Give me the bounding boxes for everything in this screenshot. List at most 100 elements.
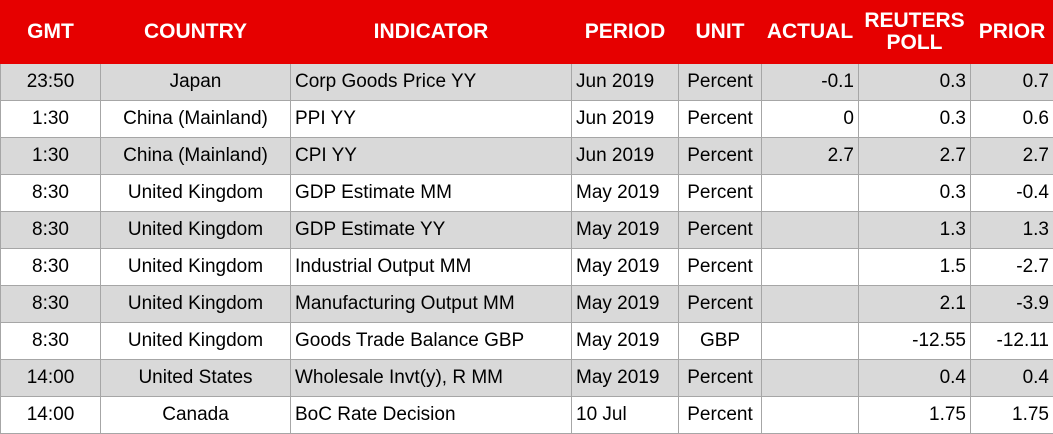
cell-reuters-poll: 1.5 [859, 249, 971, 286]
cell-country: United Kingdom [101, 175, 291, 212]
header-prior: PRIOR [971, 1, 1053, 64]
cell-reuters-poll: -12.55 [859, 323, 971, 360]
header-country: COUNTRY [101, 1, 291, 64]
cell-unit: GBP [679, 323, 762, 360]
cell-gmt: 14:00 [1, 397, 101, 434]
cell-period: Jun 2019 [572, 138, 679, 175]
cell-indicator: GDP Estimate MM [291, 175, 572, 212]
cell-country: United Kingdom [101, 249, 291, 286]
cell-reuters-poll: 2.7 [859, 138, 971, 175]
cell-unit: Percent [679, 286, 762, 323]
cell-gmt: 14:00 [1, 360, 101, 397]
cell-reuters-poll: 0.3 [859, 175, 971, 212]
cell-indicator: Manufacturing Output MM [291, 286, 572, 323]
header-poll-line2: POLL [887, 31, 943, 54]
cell-indicator: BoC Rate Decision [291, 397, 572, 434]
cell-period: Jun 2019 [572, 101, 679, 138]
cell-reuters-poll: 0.3 [859, 101, 971, 138]
cell-prior: -12.11 [971, 323, 1053, 360]
cell-prior: 0.7 [971, 64, 1053, 101]
cell-unit: Percent [679, 397, 762, 434]
cell-unit: Percent [679, 175, 762, 212]
cell-actual [762, 249, 859, 286]
cell-gmt: 8:30 [1, 286, 101, 323]
header-gmt: GMT [1, 1, 101, 64]
cell-reuters-poll: 0.3 [859, 64, 971, 101]
cell-period: May 2019 [572, 286, 679, 323]
cell-period: May 2019 [572, 212, 679, 249]
cell-country: Canada [101, 397, 291, 434]
cell-indicator: PPI YY [291, 101, 572, 138]
cell-unit: Percent [679, 212, 762, 249]
header-period: PERIOD [572, 1, 679, 64]
cell-gmt: 8:30 [1, 212, 101, 249]
cell-gmt: 8:30 [1, 323, 101, 360]
cell-gmt: 1:30 [1, 101, 101, 138]
header-unit: UNIT [679, 1, 762, 64]
cell-country: United Kingdom [101, 323, 291, 360]
cell-unit: Percent [679, 249, 762, 286]
cell-unit: Percent [679, 101, 762, 138]
cell-reuters-poll: 1.3 [859, 212, 971, 249]
cell-period: May 2019 [572, 249, 679, 286]
cell-indicator: Goods Trade Balance GBP [291, 323, 572, 360]
cell-actual: 2.7 [762, 138, 859, 175]
cell-actual [762, 323, 859, 360]
cell-gmt: 1:30 [1, 138, 101, 175]
cell-reuters-poll: 2.1 [859, 286, 971, 323]
cell-actual [762, 175, 859, 212]
cell-country: United Kingdom [101, 212, 291, 249]
cell-unit: Percent [679, 64, 762, 101]
cell-indicator: Wholesale Invt(y), R MM [291, 360, 572, 397]
cell-period: May 2019 [572, 175, 679, 212]
cell-period: May 2019 [572, 360, 679, 397]
cell-actual [762, 286, 859, 323]
cell-period: May 2019 [572, 323, 679, 360]
cell-gmt: 23:50 [1, 64, 101, 101]
cell-country: China (Mainland) [101, 138, 291, 175]
cell-prior: 2.7 [971, 138, 1053, 175]
cell-gmt: 8:30 [1, 175, 101, 212]
cell-actual [762, 360, 859, 397]
cell-reuters-poll: 0.4 [859, 360, 971, 397]
cell-prior: 1.75 [971, 397, 1053, 434]
cell-actual [762, 397, 859, 434]
cell-prior: 1.3 [971, 212, 1053, 249]
cell-indicator: GDP Estimate YY [291, 212, 572, 249]
cell-country: China (Mainland) [101, 101, 291, 138]
header-indicator: INDICATOR [291, 1, 572, 64]
cell-actual [762, 212, 859, 249]
header-poll-line1: REUTERS [864, 9, 964, 32]
cell-gmt: 8:30 [1, 249, 101, 286]
cell-actual: -0.1 [762, 64, 859, 101]
cell-actual: 0 [762, 101, 859, 138]
cell-country: United Kingdom [101, 286, 291, 323]
cell-unit: Percent [679, 360, 762, 397]
cell-prior: 0.6 [971, 101, 1053, 138]
cell-country: Japan [101, 64, 291, 101]
cell-unit: Percent [679, 138, 762, 175]
cell-period: Jun 2019 [572, 64, 679, 101]
cell-prior: -3.9 [971, 286, 1053, 323]
header-actual: ACTUAL [762, 1, 859, 64]
cell-prior: 0.4 [971, 360, 1053, 397]
cell-indicator: Industrial Output MM [291, 249, 572, 286]
cell-country: United States [101, 360, 291, 397]
cell-period: 10 Jul [572, 397, 679, 434]
header-row: GMT COUNTRY INDICATOR PERIOD UNIT ACTUAL… [1, 1, 1053, 64]
cell-reuters-poll: 1.75 [859, 397, 971, 434]
cell-indicator: Corp Goods Price YY [291, 64, 572, 101]
